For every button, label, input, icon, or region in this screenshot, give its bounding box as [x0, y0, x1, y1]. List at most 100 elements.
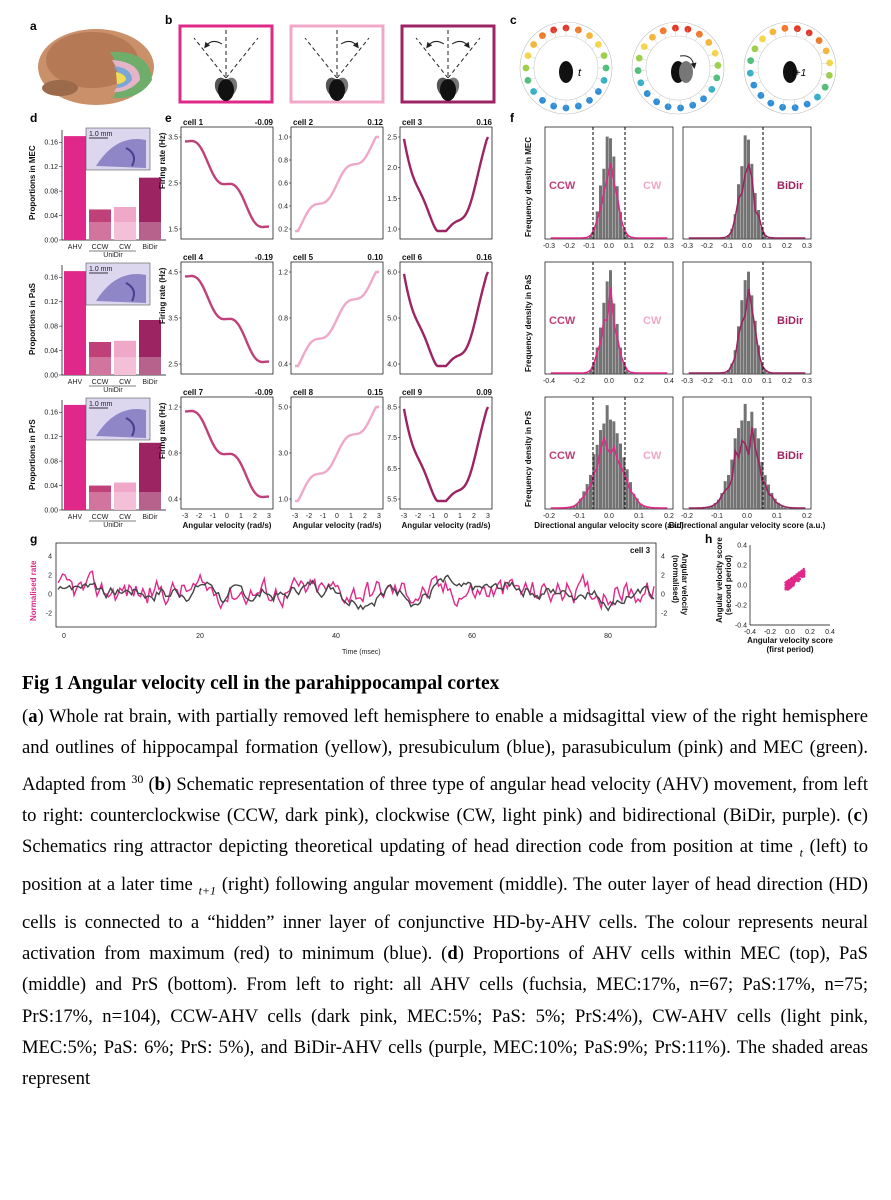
- x-tick-label: 2: [253, 513, 257, 520]
- y-tick-label: 0.4: [168, 497, 178, 504]
- cell-score: 0.16: [476, 118, 492, 127]
- bar-cw: [114, 340, 136, 375]
- x-tick-label: 0: [335, 513, 339, 520]
- ring-connection: [821, 73, 830, 76]
- shaded-area: [139, 492, 161, 510]
- cell-name: cell 1: [183, 118, 204, 127]
- x-axis-label: Angular velocity (rad/s): [402, 521, 491, 530]
- y-tick-label: 0.00: [44, 373, 58, 380]
- histogram-bar: [642, 506, 646, 509]
- x-tick-label: -2: [196, 513, 202, 520]
- score-histograms: CCW CW Frequency density in MEC -0.3 -0.2 -0.…: [524, 126, 826, 530]
- scatter-point: [784, 583, 787, 587]
- histogram-bar: [619, 212, 622, 239]
- y-tick-label: -2: [46, 611, 52, 618]
- histogram-bar: [599, 430, 602, 509]
- y-axis-label: Proportions in MEC: [28, 145, 37, 220]
- histogram-bar: [595, 444, 599, 509]
- ring-connection: [762, 38, 769, 45]
- x-axis-label: Angular velocity (rad/s): [183, 521, 272, 530]
- x-tick-label: 0.2: [782, 243, 792, 250]
- density-curve: [688, 288, 806, 374]
- stability-scatter: -0.4 -0.2 0.0 0.2 0.4-0.4-0.20.00.20.4Angula…: [715, 537, 835, 654]
- ring-connection: [533, 86, 541, 92]
- histogram-bar: [760, 227, 764, 239]
- timeseries-xlabel: Time (msec): [342, 649, 381, 656]
- histogram-bar: [743, 280, 747, 374]
- x-tick-label: 0.0: [742, 243, 752, 250]
- rat-icon: [329, 79, 345, 101]
- ring-connection: [663, 30, 667, 39]
- y-tick-label: 0: [48, 592, 52, 599]
- density-curve: [550, 287, 668, 374]
- ring-inner: [757, 35, 823, 101]
- ring-connection: [818, 50, 827, 55]
- x-tick-label: 0.2: [805, 629, 815, 636]
- histogram-bar: [760, 461, 764, 509]
- x-tick-label: -0.2: [573, 378, 585, 385]
- histogram-bar: [625, 234, 629, 239]
- scatter-point: [800, 575, 804, 579]
- x-tick-label: -2: [306, 513, 312, 520]
- shaded-area: [89, 222, 111, 240]
- panel-letter-f: f: [510, 111, 515, 125]
- histogram-bar: [723, 237, 727, 239]
- x-tick-label: -0.3: [681, 378, 693, 385]
- y-tick-label: 0.08: [44, 189, 58, 196]
- scatter-point: [794, 576, 797, 579]
- x-tick-label: 0: [444, 513, 448, 520]
- y-tick-label: 8.5: [387, 405, 397, 412]
- scatter-point: [789, 581, 793, 585]
- histogram-bar: [770, 492, 774, 509]
- bidir-label: BiDir: [777, 315, 804, 327]
- x-tick-label: 0.3: [664, 243, 674, 250]
- y-axis-label: Proportions in PrS: [28, 419, 37, 490]
- ring-connection: [675, 28, 677, 37]
- hd-cell-node: [672, 24, 679, 32]
- ring-connection: [805, 32, 810, 41]
- tuning-curve: [402, 136, 490, 233]
- panel-letter-h: h: [705, 532, 712, 546]
- histogram-bar: [585, 484, 589, 509]
- group-label: UniDir: [103, 387, 123, 394]
- scatter-point: [802, 568, 805, 571]
- histogram-bar: [740, 300, 744, 374]
- histogram-bar: [707, 507, 710, 509]
- x-tick-label: AHV: [68, 514, 83, 521]
- x-tick-label: 3: [267, 513, 271, 520]
- histology-layer: [125, 282, 135, 302]
- y-tick-label: 0.4: [278, 204, 288, 211]
- histogram-bar: [713, 502, 717, 509]
- histogram-bar: [757, 438, 760, 509]
- cell-score: 0.09: [476, 388, 492, 397]
- shaded-area: [139, 357, 161, 375]
- x-tick-label: -3: [292, 513, 298, 520]
- ccw-label: CCW: [549, 180, 576, 192]
- x-tick-label: CW: [119, 244, 131, 251]
- x-tick-label: 0.2: [782, 378, 792, 385]
- y-tick-label: 0: [661, 592, 665, 599]
- heading-line: [304, 37, 338, 79]
- histogram-bar: [592, 362, 596, 374]
- bidir-label: BiDir: [777, 180, 804, 192]
- cell-score: 0.12: [367, 118, 383, 127]
- bar-ahv: [64, 136, 86, 240]
- proportion-bar-charts: 0.00 0.04 0.08 0.12 0.16 AHV CCW CW BiDir UniDir P…: [28, 127, 166, 529]
- histogram-bar: [592, 454, 596, 509]
- caption-ref: 30: [131, 771, 144, 786]
- scatter-point: [797, 580, 800, 583]
- ring-connection: [652, 37, 658, 44]
- ring-connection: [782, 99, 785, 108]
- ring-connection: [533, 44, 541, 50]
- hd-cell-node: [550, 26, 558, 34]
- x-tick-label: 0.4: [825, 629, 835, 636]
- histogram-bar: [753, 320, 757, 374]
- histogram-bar: [619, 347, 622, 374]
- ring-connection: [707, 53, 716, 57]
- x-tick-label: -0.1: [573, 513, 585, 520]
- x-tick-label: 0.2: [634, 378, 644, 385]
- ring-connection: [584, 93, 590, 101]
- heading-line: [225, 37, 259, 79]
- y-axis-label: Proportions in PaS: [28, 282, 37, 355]
